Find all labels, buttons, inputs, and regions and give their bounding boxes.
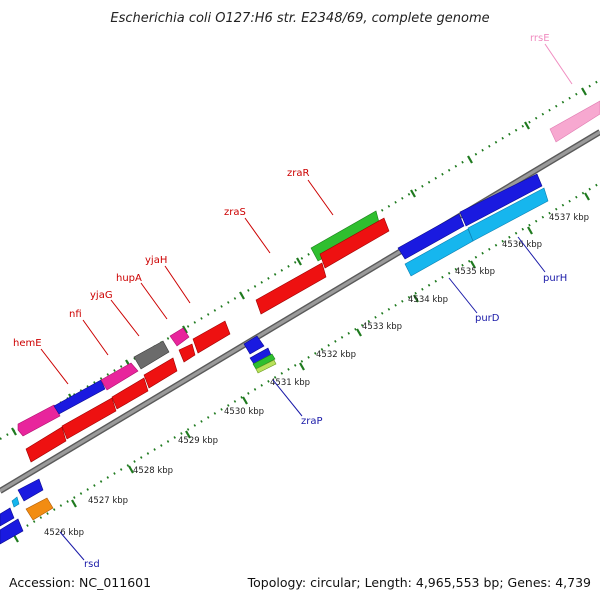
label-purH: purH (543, 273, 567, 284)
gene-reverse-i[interactable] (11, 496, 20, 508)
gene-nfi[interactable] (53, 379, 106, 415)
gene-hupA[interactable] (133, 340, 170, 370)
label-rsd: rsd (84, 559, 100, 570)
gene-forward-g[interactable] (319, 217, 390, 269)
accession-text: Accession: NC_011601 (9, 575, 151, 590)
leader-purH (517, 236, 546, 273)
gene-yjaG[interactable] (100, 362, 139, 391)
leader-nfi (82, 319, 109, 356)
label-hupA: hupA (116, 273, 142, 284)
gene-reverse-g[interactable] (0, 507, 15, 527)
leader-yjaH (164, 265, 191, 304)
gene-forward-f[interactable] (192, 320, 231, 354)
leader-hupA (140, 282, 168, 320)
tick-4535 (527, 226, 533, 235)
leader-zraP (272, 379, 303, 417)
upper-tick-k (581, 87, 587, 96)
upper-tick-a (11, 427, 17, 436)
upper-tick-e (239, 291, 245, 300)
upper-tick-i (467, 155, 473, 164)
kbp-label-4536: 4536 kbp (502, 240, 542, 250)
tick-4536 (584, 192, 590, 201)
gene-yjaH[interactable] (169, 327, 190, 347)
leader-rrsE (544, 43, 573, 85)
gene-reverse-c[interactable] (243, 335, 265, 355)
gene-reverse-d[interactable] (252, 353, 276, 370)
label-nfi: nfi (69, 309, 82, 320)
kbp-label-4532: 4532 kbp (316, 350, 356, 360)
upper-tick-d (182, 325, 188, 334)
gene-forward-c[interactable] (111, 377, 149, 410)
label-zraP: zraP (301, 416, 323, 427)
gene-reverse-f[interactable] (17, 478, 44, 502)
tick-4528 (128, 465, 134, 474)
leader-yjaG (110, 299, 140, 337)
gene-forward-a[interactable] (25, 426, 67, 463)
tick-4532 (356, 328, 362, 337)
leader-lines (40, 43, 573, 561)
reverse-strand-genes (0, 173, 549, 545)
kbp-label-4528: 4528 kbp (133, 466, 173, 476)
tick-4531 (299, 362, 305, 371)
leader-zraR (307, 179, 334, 216)
tick-4527 (71, 499, 77, 508)
upper-tick-j (524, 121, 530, 130)
upper-tick-h (410, 189, 416, 198)
tick-4534 (470, 260, 476, 269)
gene-reverse-e[interactable] (255, 359, 277, 374)
kbp-label-4529: 4529 kbp (178, 436, 218, 446)
genome-backbone (0, 129, 600, 494)
kbp-label-4535: 4535 kbp (455, 267, 495, 277)
gene-forward-d[interactable] (143, 357, 178, 389)
kbp-label-4531: 4531 kbp (270, 378, 310, 388)
kbp-label-4537: 4537 kbp (549, 213, 589, 223)
kbp-major-ticks (11, 87, 590, 543)
gene-reverse-b[interactable] (459, 173, 543, 227)
tick-4526 (13, 534, 19, 543)
gene-labels: hemE nfi yjaG hupA yjaH zraS zraR rrsE z… (13, 33, 567, 570)
leader-hemE (40, 348, 69, 385)
kbp-label-4527: 4527 kbp (88, 496, 128, 506)
upper-tick-f (296, 257, 302, 266)
kbp-label-4534: 4534 kbp (408, 295, 448, 305)
leader-purD (448, 277, 478, 314)
gene-reverse-h[interactable] (0, 518, 24, 545)
forward-strand-genes (17, 210, 390, 463)
gene-forward-b[interactable] (61, 397, 117, 440)
leader-zraS (244, 217, 271, 254)
label-hemE: hemE (13, 338, 42, 349)
leader-rsd (59, 531, 85, 561)
kbp-label-4530: 4530 kbp (224, 407, 264, 417)
gene-rsd[interactable] (25, 497, 54, 521)
label-yjaG: yjaG (90, 290, 113, 301)
tick-4530 (242, 396, 248, 405)
gene-hemE[interactable] (17, 404, 61, 437)
label-yjaH: yjaH (145, 255, 167, 266)
gene-reverse-a[interactable] (397, 213, 465, 260)
rrna-rrsE[interactable] (549, 100, 600, 143)
label-zraS: zraS (224, 207, 246, 218)
lower-tick-ruler (0, 182, 600, 543)
gene-zraS[interactable] (255, 262, 327, 315)
tick-4529 (185, 430, 191, 439)
map-title: Escherichia coli O127:H6 str. E2348/69, … (110, 11, 489, 26)
label-rrsE: rrsE (530, 33, 550, 44)
kbp-label-4533: 4533 kbp (362, 322, 402, 332)
label-zraR: zraR (287, 168, 309, 179)
label-purD: purD (475, 313, 500, 324)
kbp-labels: 4526 kbp 4527 kbp 4528 kbp 4529 kbp 4530… (44, 213, 589, 538)
tick-4533 (413, 294, 419, 303)
gene-purH[interactable] (467, 187, 549, 242)
genome-summary-text: Topology: circular; Length: 4,965,553 bp… (247, 575, 591, 590)
kbp-label-4526: 4526 kbp (44, 528, 84, 538)
gene-forward-e[interactable] (178, 343, 196, 363)
